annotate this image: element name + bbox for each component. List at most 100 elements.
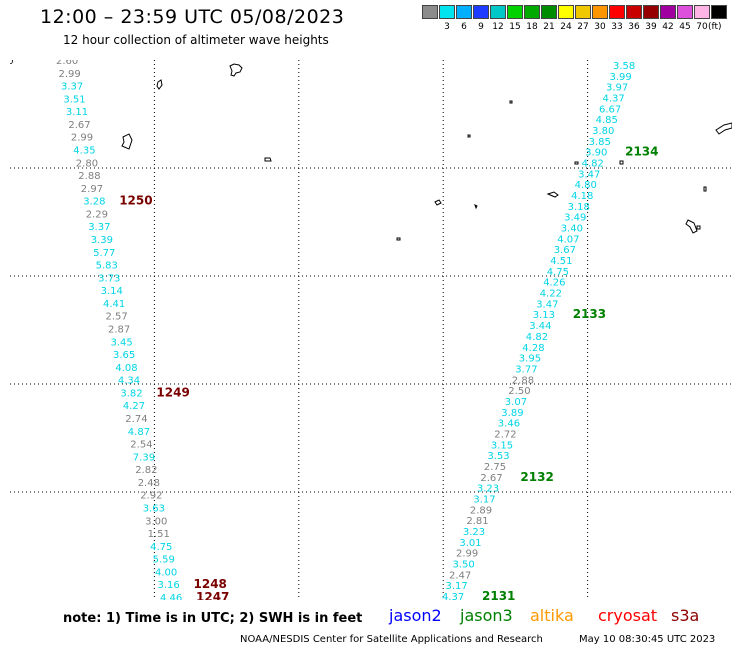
wave-height-label: 3.85 [589, 137, 611, 148]
wave-height-label: 4.75 [547, 267, 569, 278]
wave-height-label: 2.67 [68, 120, 90, 131]
wave-height-label: 2.80 [76, 158, 98, 169]
wave-height-label: 4.00 [155, 567, 177, 578]
legend-cryosat: cryosat [598, 606, 658, 625]
scale-tick-label: 33 [611, 22, 623, 32]
wave-height-label: 7.39 [133, 452, 155, 463]
island-outline [264, 157, 272, 162]
wave-height-label: 3.40 [561, 224, 583, 235]
wave-height-label: 3.23 [477, 484, 499, 495]
wave-height-label: 2.81 [466, 516, 488, 527]
wave-height-label: 2.60 [56, 60, 78, 67]
scale-swatch [592, 5, 608, 19]
scale-swatch [439, 5, 455, 19]
wave-height-label: 3.46 [498, 419, 520, 430]
wave-height-label: 2.48 [138, 478, 160, 489]
wave-height-label: 3.65 [113, 350, 135, 361]
scale-swatch [643, 5, 659, 19]
wave-height-label: 3.49 [564, 213, 586, 224]
scale-tick-label: 3 [444, 22, 450, 32]
scale-swatch [575, 5, 591, 19]
scale-tick-label: 12 [492, 22, 504, 32]
wave-height-label: 4.08 [115, 363, 137, 374]
wave-height-label: 3.47 [536, 299, 558, 310]
wave-height-label: 3.37 [61, 82, 83, 93]
units-note: note: 1) Time is in UTC; 2) SWH is in fe… [63, 611, 363, 626]
scale-tick-label: 70 [696, 22, 708, 32]
legend-altika: altika [530, 606, 574, 625]
wave-height-label: 3.18 [568, 202, 590, 213]
wave-height-label: 2.82 [135, 465, 157, 476]
scale-swatch [677, 5, 693, 19]
wave-height-label: 3.95 [519, 354, 541, 365]
island-outline [509, 100, 513, 104]
wave-height-label: 3.44 [529, 321, 551, 332]
wave-height-label: 3.89 [501, 408, 523, 419]
scale-swatch [541, 5, 557, 19]
wave-height-label: 3.67 [554, 245, 576, 256]
scale-tick-label: 42 [662, 22, 674, 32]
wave-height-label: 3.37 [88, 222, 110, 233]
wave-height-label: 1.51 [148, 529, 170, 540]
wave-height-label: 4.34 [118, 376, 140, 387]
wave-height-label: 4.46 [160, 593, 182, 600]
scale-swatch [422, 5, 438, 19]
scale-swatch [660, 5, 676, 19]
wave-height-label: 4.51 [550, 256, 572, 267]
wave-height-label: 4.37 [442, 592, 464, 600]
wave-height-label: 2.57 [106, 312, 128, 323]
scale-swatch [507, 5, 523, 19]
land-outlines [121, 63, 732, 241]
track-left: 2.602.993.373.513.112.672.994.352.802.88… [56, 60, 229, 600]
map-subtitle: 12 hour collection of altimeter wave hei… [63, 33, 329, 47]
island-outline [574, 161, 579, 165]
pass-time-label: 2133 [573, 307, 606, 321]
wave-height-label: 4.27 [123, 401, 145, 412]
track-right: 3.583.993.974.376.674.853.803.853.904.82… [442, 61, 659, 600]
wave-height-label: 4.35 [73, 146, 95, 157]
wave-height-label: 3.53 [487, 451, 509, 462]
wave-height-label: 3.90 [585, 148, 607, 159]
wave-height-label: 3.80 [592, 126, 614, 137]
wave-height-label: 4.07 [557, 234, 579, 245]
scale-swatch [609, 5, 625, 19]
wave-height-label: 4.87 [128, 427, 150, 438]
wave-height-label: 4.80 [575, 180, 597, 191]
wave-height-label: 4.26 [543, 278, 565, 289]
island-outline [619, 160, 624, 165]
wave-height-label: 2.99 [456, 549, 478, 560]
lat-lon-grid [10, 60, 732, 600]
wave-height-label: 3.11 [66, 107, 88, 118]
wave-height-label: 2.89 [470, 505, 492, 516]
island-outline [467, 134, 471, 138]
wave-height-label: 3.82 [120, 388, 142, 399]
wave-height-label: 2.99 [59, 69, 81, 80]
credit-text: NOAA/NESDIS Center for Satellite Applica… [240, 634, 543, 645]
wave-height-label: 4.37 [603, 94, 625, 105]
altimeter-map: 1351381411441471500246810 2.602.993.373.… [10, 60, 732, 600]
wave-height-label: 4.41 [103, 299, 125, 310]
scale-tick-label: 9 [478, 22, 484, 32]
pass-time-label: 1250 [119, 194, 152, 208]
wave-height-label: 3.15 [491, 440, 513, 451]
scale-swatch [558, 5, 574, 19]
pass-time-label: 1249 [156, 385, 189, 399]
wave-height-label: 5.77 [93, 248, 115, 259]
wave-height-label: 4.85 [596, 115, 618, 126]
wave-height-label: 3.97 [606, 83, 628, 94]
wave-height-label: 3.39 [91, 235, 113, 246]
wave-height-label: 3.01 [459, 538, 481, 549]
island-outline [715, 122, 732, 135]
wave-height-label: 4.28 [522, 343, 544, 354]
wave-height-label: 2.75 [484, 462, 506, 473]
scale-tick-label: 21 [543, 22, 555, 32]
pass-time-label: 2131 [482, 589, 515, 600]
wave-height-label: 2.87 [108, 325, 130, 336]
wave-height-label: 3.17 [446, 581, 468, 592]
wave-height-label: 6.67 [599, 104, 621, 115]
legend-jason3: jason3 [460, 606, 513, 625]
wave-height-label: 2.29 [86, 209, 108, 220]
scale-tick-label: 27 [577, 22, 589, 32]
wave-height-label: 2.88 [78, 171, 100, 182]
wave-height-label: 4.82 [526, 332, 548, 343]
